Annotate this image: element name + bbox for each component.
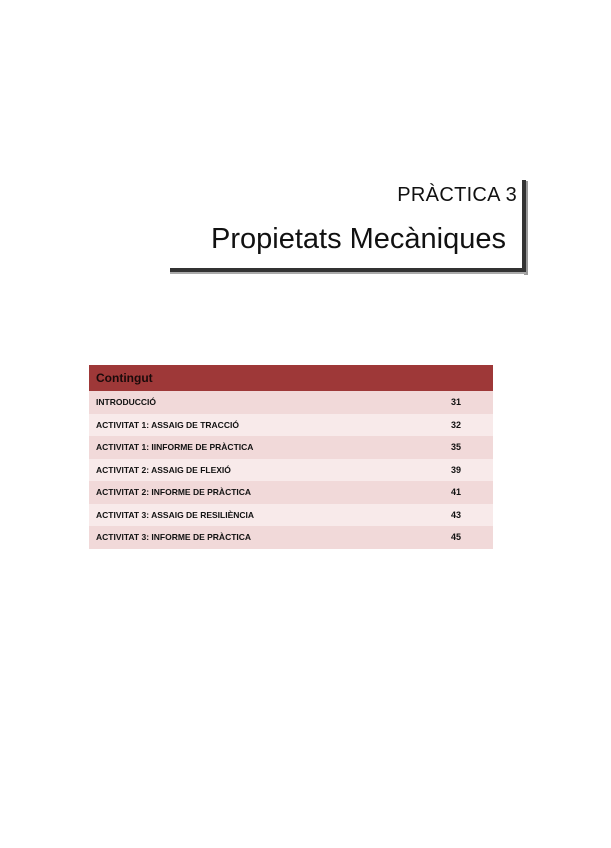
title-frame-bottom — [170, 268, 526, 272]
toc-heading: Contingut — [89, 365, 493, 391]
toc-entry[interactable]: ACTIVITAT 3: INFORME DE PRÀCTICA 45 — [89, 526, 493, 549]
toc-entry-label: ACTIVITAT 3: INFORME DE PRÀCTICA — [96, 532, 252, 542]
title-frame-right — [522, 180, 526, 274]
toc-entry[interactable]: ACTIVITAT 1: ASSAIG DE TRACCIÓ 32 — [89, 413, 493, 436]
toc-entry-page: 31 — [450, 397, 461, 407]
toc-entry-label: ACTIVITAT 3: ASSAIG DE RESILIÈNCIA — [96, 509, 255, 520]
toc-entry-label: ACTIVITAT 1: ASSAIG DE TRACCIÓ — [96, 419, 239, 430]
toc-entry[interactable]: ACTIVITAT 3: ASSAIG DE RESILIÈNCIA 43 — [89, 503, 493, 526]
toc-entry-label: ACTIVITAT 1: IINFORME DE PRÀCTICA — [96, 442, 254, 452]
toc-entry[interactable]: ACTIVITAT 2: INFORME DE PRÀCTICA 41 — [89, 481, 493, 504]
practice-number: PRÀCTICA 3 — [397, 184, 517, 206]
toc-entry-label: ACTIVITAT 2: INFORME DE PRÀCTICA — [96, 487, 252, 497]
table-of-contents: Contingut INTRODUCCIÓ 31 ACTIVITAT 1: ASSA… — [89, 365, 493, 549]
toc-entry[interactable]: ACTIVITAT 2: ASSAIG DE FLEXIÓ 39 — [89, 458, 493, 481]
toc-entry-page: 32 — [450, 419, 461, 430]
toc-entry[interactable]: INTRODUCCIÓ 31 — [89, 391, 493, 414]
toc-entry-page: 45 — [450, 532, 461, 542]
toc-entry[interactable]: ACTIVITAT 1: IINFORME DE PRÀCTICA 35 — [89, 436, 493, 459]
toc-entry-page: 41 — [450, 487, 461, 497]
toc-entry-page: 43 — [450, 509, 461, 520]
toc-entry-page: 39 — [450, 464, 461, 475]
toc-entry-label: ACTIVITAT 2: ASSAIG DE FLEXIÓ — [96, 464, 231, 475]
toc-entry-label: INTRODUCCIÓ — [96, 397, 156, 407]
toc-entry-page: 35 — [450, 442, 461, 452]
page-title: Propietats Mecàniques — [211, 223, 506, 255]
